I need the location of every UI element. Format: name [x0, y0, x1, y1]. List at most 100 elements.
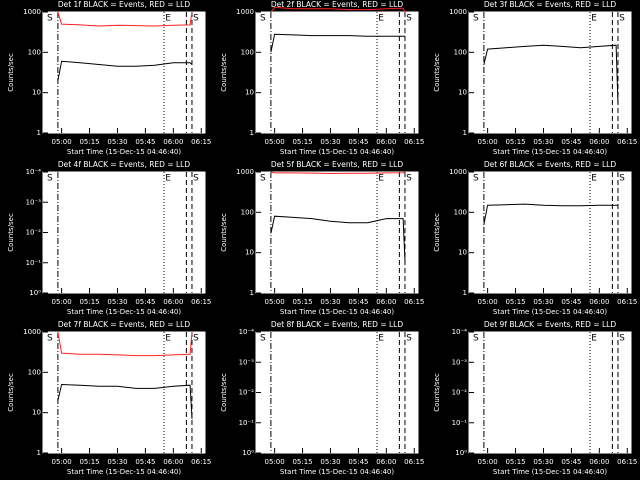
x-tick-label: 06:15 [404, 298, 424, 306]
plot-area [255, 11, 419, 134]
x-tick-label: 05:00 [265, 298, 285, 306]
marker-label: S [473, 14, 479, 24]
x-tick-label: 05:15 [505, 138, 525, 146]
series-line [483, 203, 618, 225]
marker-label: S [473, 334, 479, 344]
plot-area [468, 11, 632, 134]
y-tick-label: 1 [37, 449, 41, 457]
x-axis-label: Start Time (15-Dec-15 04:46:40) [67, 308, 181, 316]
x-tick-label: 05:15 [79, 298, 99, 306]
y-tick-label: 100 [454, 48, 467, 56]
panel-title: Det 2f BLACK = Events, RED = LLD [271, 0, 404, 9]
series-line [57, 383, 193, 419]
x-axis-label: Start Time (15-Dec-15 04:46:40) [67, 148, 181, 156]
y-tick-label: 1000 [449, 168, 467, 176]
y-tick-label: 10⁻⁴ [26, 168, 42, 176]
marker-label: S [473, 174, 479, 184]
marker-label: S [47, 334, 53, 344]
y-tick-label: 100 [241, 208, 254, 216]
x-axis-label: Start Time (15-Dec-15 04:46:40) [67, 468, 181, 476]
x-tick-label: 06:00 [589, 458, 609, 466]
series-line [270, 33, 405, 53]
x-tick-label: 05:45 [348, 138, 368, 146]
x-tick-label: 05:15 [79, 458, 99, 466]
series-line [483, 44, 619, 105]
y-tick-label: 10 [458, 249, 467, 257]
y-tick-label: 1000 [236, 168, 254, 176]
panel-title: Det 6f BLACK = Events, RED = LLD [484, 160, 617, 169]
y-axis-label: Counts/sec [7, 213, 15, 252]
x-tick-label: 06:00 [376, 298, 396, 306]
x-tick-label: 05:45 [561, 138, 581, 146]
y-tick-label: 10 [245, 249, 254, 257]
y-tick-label: 10⁻¹ [452, 419, 468, 427]
y-tick-label: 10 [32, 409, 41, 417]
marker-label: S [193, 14, 199, 24]
x-tick-label: 05:00 [478, 138, 498, 146]
x-tick-label: 06:15 [191, 138, 211, 146]
x-axis-label: Start Time (15-Dec-15 04:46:40) [493, 148, 607, 156]
marker-label: S [260, 174, 266, 184]
marker-label: E [165, 174, 171, 184]
y-tick-label: 1 [463, 129, 467, 137]
x-tick-label: 06:15 [404, 138, 424, 146]
marker-label: S [260, 334, 266, 344]
marker-label: E [165, 14, 171, 24]
plot-area [42, 171, 206, 294]
x-tick-label: 05:00 [52, 138, 72, 146]
y-axis-label: Counts/sec [220, 213, 228, 252]
panel: Det 8f BLACK = Events, RED = LLD Start Ti… [220, 320, 424, 476]
marker-label: S [47, 14, 53, 24]
plot-area [468, 331, 632, 454]
panel-title: Det 1f BLACK = Events, RED = LLD [58, 0, 191, 9]
y-tick-label: 10⁰ [242, 449, 254, 457]
x-tick-label: 05:30 [107, 298, 127, 306]
y-tick-label: 10⁻² [452, 389, 468, 397]
y-tick-label: 1 [250, 289, 254, 297]
marker-label: E [378, 14, 384, 24]
x-tick-label: 05:45 [135, 298, 155, 306]
x-tick-label: 05:45 [135, 458, 155, 466]
x-tick-label: 06:00 [376, 458, 396, 466]
y-axis-label: Counts/sec [433, 53, 441, 92]
marker-label: S [47, 174, 53, 184]
x-tick-label: 05:15 [292, 458, 312, 466]
y-axis-label: Counts/sec [220, 53, 228, 92]
plot-area [468, 171, 632, 294]
x-tick-label: 05:15 [79, 138, 99, 146]
x-tick-label: 06:00 [163, 458, 183, 466]
series-line [270, 215, 406, 262]
x-tick-label: 05:45 [348, 298, 368, 306]
x-axis-label: Start Time (15-Dec-15 04:46:40) [493, 308, 607, 316]
x-tick-label: 05:15 [292, 138, 312, 146]
panel: Det 6f BLACK = Events, RED = LLD Start Ti… [433, 160, 637, 316]
y-tick-label: 1000 [23, 8, 41, 16]
y-tick-label: 10⁻⁴ [452, 328, 468, 336]
y-tick-label: 100 [241, 48, 254, 56]
y-tick-label: 10⁻¹ [239, 419, 255, 427]
marker-label: S [193, 334, 199, 344]
y-axis-label: Counts/sec [433, 213, 441, 252]
marker-label: S [619, 174, 625, 184]
x-tick-label: 06:00 [376, 138, 396, 146]
y-tick-label: 10⁻³ [26, 198, 42, 206]
x-tick-label: 06:15 [617, 138, 637, 146]
y-tick-label: 10 [32, 89, 41, 97]
series-line [57, 60, 193, 81]
y-tick-label: 1000 [236, 8, 254, 16]
y-axis-label: Counts/sec [220, 373, 228, 412]
panel: Det 4f BLACK = Events, RED = LLD Start Ti… [7, 160, 211, 316]
y-tick-label: 1 [37, 129, 41, 137]
y-axis-label: Counts/sec [433, 373, 441, 412]
marker-label: E [378, 334, 384, 344]
y-tick-label: 10⁰ [29, 289, 41, 297]
x-tick-label: 06:00 [163, 138, 183, 146]
panel-title: Det 8f BLACK = Events, RED = LLD [271, 320, 404, 329]
y-tick-label: 100 [454, 208, 467, 216]
panel-title: Det 7f BLACK = Events, RED = LLD [58, 320, 191, 329]
x-axis-label: Start Time (15-Dec-15 04:46:40) [280, 308, 394, 316]
panel: Det 7f BLACK = Events, RED = LLD Start Ti… [7, 320, 211, 476]
series-line [270, 6, 406, 13]
panel-title: Det 4f BLACK = Events, RED = LLD [58, 160, 191, 169]
